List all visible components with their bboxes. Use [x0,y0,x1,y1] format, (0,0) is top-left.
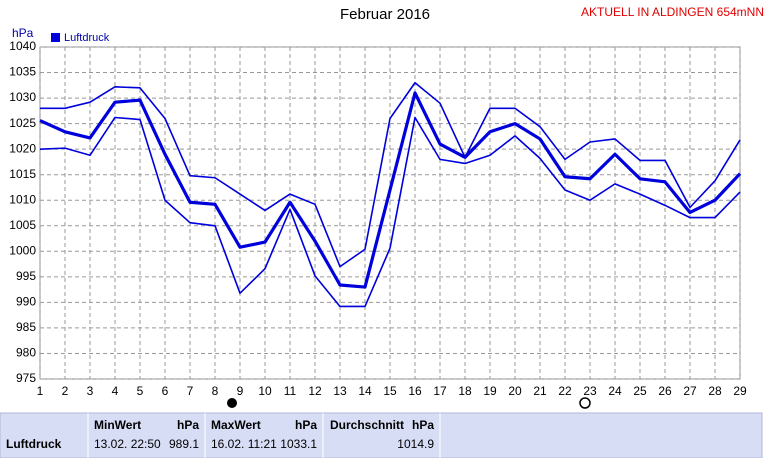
chart-title: Februar 2016 [340,6,430,23]
x-tick-label: 23 [583,384,597,398]
x-tick-label: 11 [284,384,297,398]
x-tick-label: 19 [483,384,497,398]
table-header: Durchschnitt [330,418,404,432]
table-value: 1033.1 [280,437,317,451]
x-tick-label: 24 [608,384,622,398]
x-tick-label: 4 [112,384,119,398]
x-tick-label: 16 [408,384,422,398]
x-tick-label: 17 [433,384,447,398]
x-tick-label: 18 [458,384,472,398]
y-tick-label: 1025 [9,116,36,130]
table-header: MinWert [94,418,141,432]
stat-table: Luftdruck MinWert hPa 13.02. 22:50 989.1… [0,412,763,458]
y-tick-label: 980 [16,346,36,360]
x-tick-label: 5 [137,384,144,398]
x-tick-label: 28 [708,384,722,398]
table-unit: hPa [177,418,199,432]
legend: Luftdruck [51,32,110,44]
y-tick-label: 985 [16,320,36,334]
table-row-label: Luftdruck [6,437,62,451]
y-tick-label: 975 [16,371,36,385]
x-tick-label: 3 [87,384,94,398]
table-panel [0,412,763,458]
y-tick-label: 1035 [9,65,36,79]
station-label: AKTUELL IN ALDINGEN 654mNN [581,5,764,19]
y-axis-label: hPa [12,26,34,40]
x-tick-label: 27 [683,384,697,398]
x-tick-label: 26 [658,384,672,398]
y-tick-label: 1000 [9,243,36,257]
y-tick-label: 1015 [9,167,36,181]
y-tick-label: 1030 [9,90,36,104]
x-tick-label: 2 [62,384,69,398]
y-tick-label: 1020 [9,141,36,155]
legend-swatch [51,33,60,42]
data-line [39,91,742,289]
x-tick-label: 15 [383,384,397,398]
table-value: 1014.9 [397,437,434,451]
table-time: 13.02. 22:50 [94,437,161,451]
x-tick-label: 12 [308,384,322,398]
y-tick-label: 1040 [9,39,36,53]
y-tick-label: 1005 [9,218,36,232]
x-tick-label: 13 [333,384,347,398]
data-line [39,116,741,308]
moon-icon [579,397,591,409]
y-tick-label: 1010 [9,192,36,206]
x-tick-label: 21 [533,384,547,398]
table-value: 989.1 [169,437,199,451]
x-tick-label: 6 [162,384,169,398]
y-tick-label: 995 [16,269,36,283]
table-unit: hPa [295,418,317,432]
table-unit: hPa [412,418,434,432]
x-tick-label: 7 [187,384,194,398]
moon-icon [227,398,237,408]
x-tick-label: 8 [212,384,219,398]
table-time: 16.02. 11:21 [211,437,277,451]
x-tick-label: 10 [258,384,272,398]
x-tick-label: 1 [37,384,44,398]
y-tick-label: 990 [16,295,36,309]
x-tick-label: 25 [633,384,647,398]
x-tick-label: 9 [237,384,244,398]
x-tick-label: 22 [558,384,572,398]
grid [39,46,741,380]
table-header: MaxWert [211,418,261,432]
x-tick-label: 14 [358,384,372,398]
x-tick-label: 20 [508,384,522,398]
legend-label: Luftdruck [64,32,110,44]
x-tick-label: 29 [733,384,747,398]
data-line [40,81,741,268]
